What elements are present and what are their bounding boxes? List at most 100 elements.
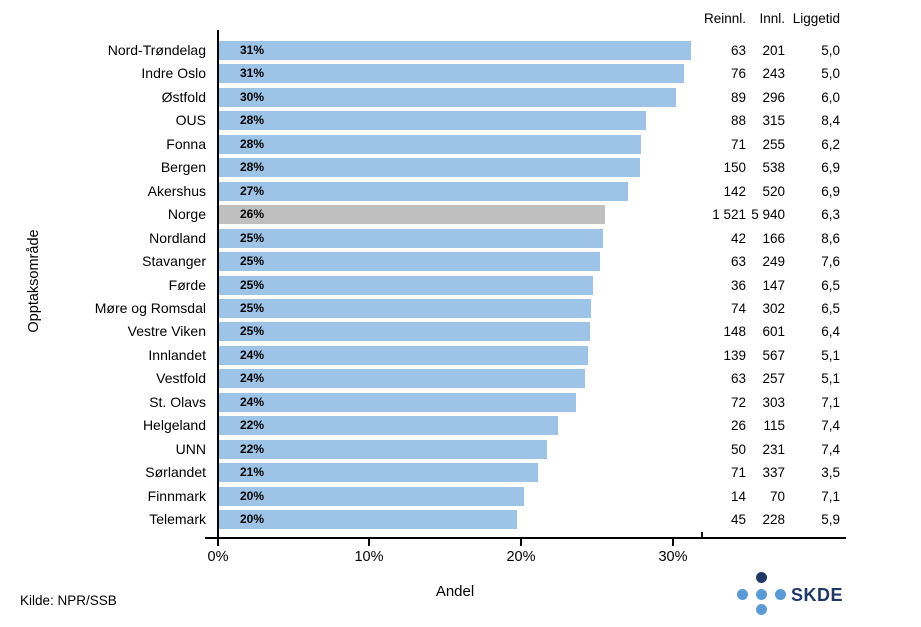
column-header-liggetid: Liggetid: [792, 11, 840, 26]
row-label: Finnmark: [147, 488, 206, 504]
row-label: Førde: [168, 277, 206, 293]
x-tick: [672, 539, 674, 546]
reinnl-value: 1 521: [712, 207, 746, 222]
skde-logo-text: SKDE: [791, 585, 844, 605]
innl-value: 520: [762, 184, 785, 199]
innl-value: 249: [762, 254, 785, 269]
reinnl-value: 142: [723, 184, 746, 199]
innl-value: 147: [762, 278, 785, 293]
bar-value-label: 22%: [240, 418, 265, 432]
liggetid-value: 8,4: [821, 113, 840, 128]
bar: [218, 463, 538, 482]
innl-value: 115: [763, 418, 785, 433]
reinnl-value: 76: [730, 66, 746, 81]
liggetid-value: 6,9: [821, 184, 840, 199]
liggetid-value: 3,5: [821, 465, 840, 480]
innl-value: 166: [762, 231, 785, 246]
reinnl-value: 14: [730, 489, 746, 504]
bar-value-label: 22%: [240, 442, 265, 456]
bar-value-label: 31%: [240, 43, 265, 57]
innl-value: 567: [762, 348, 785, 363]
bar: [218, 440, 547, 459]
row-label: Bergen: [160, 159, 206, 175]
bar-value-label: 25%: [240, 231, 265, 245]
bar-value-label: 28%: [240, 137, 265, 151]
liggetid-value: 5,9: [821, 512, 840, 527]
bar: [218, 158, 640, 177]
x-tick-label: 10%: [354, 549, 384, 565]
liggetid-value: 7,4: [821, 418, 840, 433]
reinnl-value: 36: [730, 278, 746, 293]
row-label: Innlandet: [148, 347, 206, 363]
liggetid-value: 6,3: [821, 207, 840, 222]
y-axis-line: [217, 30, 219, 538]
innl-value: 201: [762, 43, 785, 58]
bar-value-label: 24%: [240, 348, 265, 362]
bar: [218, 88, 676, 107]
liggetid-value: 7,6: [821, 254, 840, 269]
reinnl-value: 89: [730, 90, 746, 105]
innl-value: 243: [762, 66, 785, 81]
innl-value: 5 940: [751, 207, 785, 222]
reinnl-value: 71: [730, 137, 746, 152]
bar: [218, 252, 600, 271]
row-label: Møre og Romsdal: [94, 300, 206, 316]
row-label: Sørlandet: [145, 464, 206, 480]
liggetid-value: 6,9: [821, 160, 840, 175]
skde-logo-dot-top: [756, 572, 767, 583]
bar: [218, 111, 646, 130]
row-label: Vestre Viken: [127, 323, 206, 339]
liggetid-value: 8,6: [821, 231, 840, 246]
reinnl-value: 71: [730, 465, 746, 480]
reinnl-value: 42: [730, 231, 746, 246]
liggetid-value: 5,1: [821, 348, 840, 363]
reinnl-value: 45: [730, 512, 746, 527]
x-tick: [368, 539, 370, 546]
reinnl-value: 50: [730, 442, 746, 457]
innl-value: 337: [762, 465, 785, 480]
row-label: Nordland: [149, 230, 206, 246]
x-tick-label: 0%: [207, 549, 229, 565]
row-label: Indre Oslo: [141, 65, 206, 81]
reinnl-value: 63: [730, 43, 746, 58]
bar-value-label: 25%: [240, 324, 265, 338]
bar-value-label: 20%: [240, 489, 265, 503]
x-axis-line: [205, 537, 846, 539]
row-label: Nord-Trøndelag: [107, 42, 206, 58]
bar: [218, 299, 591, 318]
bar: [218, 41, 691, 60]
innl-value: 315: [762, 113, 785, 128]
bar: [218, 276, 593, 295]
liggetid-value: 6,2: [821, 137, 840, 152]
innl-value: 303: [762, 395, 785, 410]
liggetid-value: 7,1: [821, 395, 840, 410]
bar-value-label: 21%: [240, 465, 265, 479]
bar: [218, 229, 603, 248]
x-axis-title: Andel: [435, 583, 475, 600]
bar-value-label: 26%: [240, 207, 265, 221]
x-tick: [520, 539, 522, 546]
skde-logo-dot-bottom: [756, 604, 767, 615]
innl-value: 70: [769, 489, 785, 504]
liggetid-value: 6,5: [821, 278, 840, 293]
row-label: Akershus: [147, 183, 206, 199]
innl-value: 255: [762, 137, 785, 152]
innl-value: 601: [762, 324, 785, 339]
skde-logo-dot-right: [775, 589, 786, 600]
bar-value-label: 31%: [240, 66, 265, 80]
bar: [218, 369, 585, 388]
x-tick: [217, 539, 219, 546]
row-label: St. Olavs: [149, 394, 206, 410]
liggetid-value: 5,0: [821, 66, 840, 81]
bar-value-label: 25%: [240, 254, 265, 268]
bar: [218, 510, 517, 529]
bar: [218, 416, 558, 435]
innl-value: 296: [762, 90, 785, 105]
liggetid-value: 6,5: [821, 301, 840, 316]
row-label: OUS: [175, 112, 206, 128]
column-header-reinnl: Reinnl.: [703, 11, 746, 26]
row-label: Helgeland: [142, 417, 206, 433]
bar: [218, 393, 576, 412]
innl-value: 257: [762, 371, 785, 386]
